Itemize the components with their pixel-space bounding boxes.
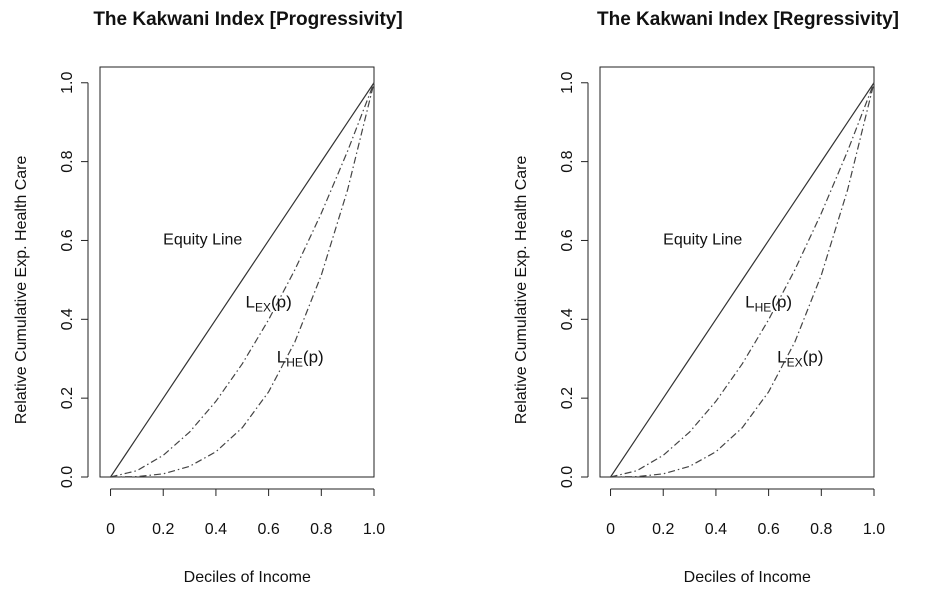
x-tick-label: 1.0 — [863, 521, 885, 538]
y-tick-label: 0.0 — [59, 466, 76, 488]
y-tick-label: 0.2 — [59, 387, 76, 409]
label-main: L — [745, 293, 754, 312]
plot-frame — [99, 66, 375, 478]
plot-frame — [599, 66, 875, 478]
x-tick-label: 0 — [106, 521, 115, 538]
y-tick-label: 0.4 — [59, 308, 76, 330]
x-tick-label: 0 — [606, 521, 615, 538]
x-axis-label: Deciles of Income — [684, 569, 811, 586]
y-axis-label: Relative Cumulative Exp. Health Care — [13, 156, 30, 425]
curve-label: LEX(p) — [245, 293, 291, 315]
y-tick-label: 0.4 — [559, 308, 576, 330]
series-line — [610, 82, 875, 478]
label-main: L — [777, 348, 786, 367]
x-tick-label: 0.2 — [652, 521, 674, 538]
y-tick-label: 0.0 — [559, 466, 576, 488]
panel: The Kakwani Index [Progressivity] Deciles… — [13, 9, 402, 586]
x-tick-label: 0.4 — [205, 521, 227, 538]
x-tick-label: 0.4 — [705, 521, 727, 538]
x-tick-label: 0.2 — [152, 521, 174, 538]
series-line — [610, 82, 875, 478]
curve-label: LHE(p) — [277, 348, 324, 370]
label-main: L — [245, 293, 254, 312]
x-tick-label: 0.8 — [810, 521, 832, 538]
chart-title: The Kakwani Index [Regressivity] — [597, 9, 899, 30]
label-sub: EX — [255, 301, 271, 315]
y-tick-label: 1.0 — [559, 72, 576, 94]
label-tail: (p) — [303, 348, 324, 367]
y-tick-label: 0.8 — [559, 150, 576, 172]
chart-title: The Kakwani Index [Progressivity] — [93, 9, 402, 30]
y-tick-label: 0.8 — [59, 150, 76, 172]
x-tick-label: 0.6 — [757, 521, 779, 538]
curve-label: Equity Line — [163, 232, 242, 249]
y-tick-label: 0.6 — [559, 229, 576, 251]
y-axis-label: Relative Cumulative Exp. Health Care — [513, 156, 530, 425]
curve-label: LEX(p) — [777, 348, 823, 370]
series-line — [110, 82, 375, 478]
series-line — [110, 82, 375, 478]
series-line — [110, 82, 375, 478]
y-tick-label: 0.2 — [559, 387, 576, 409]
label-sub: HE — [755, 301, 772, 315]
x-axis-label: Deciles of Income — [184, 569, 311, 586]
label-tail: (p) — [771, 293, 792, 312]
curve-label: Equity Line — [663, 232, 742, 249]
x-tick-label: 0.6 — [257, 521, 279, 538]
x-tick-label: 1.0 — [363, 521, 385, 538]
label-tail: (p) — [271, 293, 292, 312]
label-tail: (p) — [803, 348, 824, 367]
label-sub: EX — [787, 356, 803, 370]
y-tick-label: 0.6 — [59, 229, 76, 251]
series-line — [610, 82, 875, 478]
curve-label: LHE(p) — [745, 293, 792, 315]
label-main: L — [277, 348, 286, 367]
label-sub: HE — [286, 356, 303, 370]
y-tick-label: 1.0 — [59, 72, 76, 94]
panel: The Kakwani Index [Regressivity] Deciles … — [513, 9, 899, 586]
x-tick-label: 0.8 — [310, 521, 332, 538]
